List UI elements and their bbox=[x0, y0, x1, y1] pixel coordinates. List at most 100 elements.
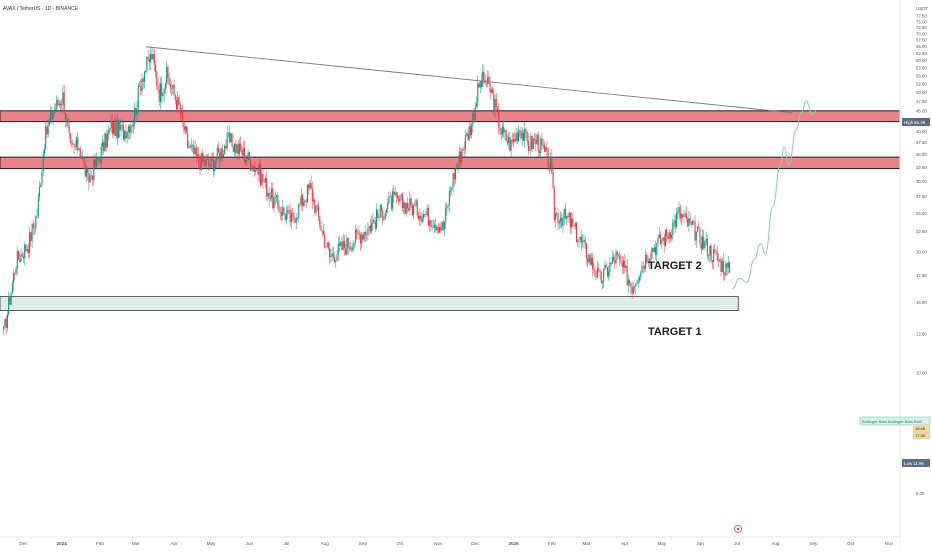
candle-body bbox=[419, 215, 421, 219]
candle-body bbox=[237, 144, 239, 154]
candle-body bbox=[394, 192, 396, 195]
candle-body bbox=[416, 200, 418, 216]
candle-body bbox=[647, 261, 649, 263]
candle-body bbox=[73, 144, 75, 146]
candle-body bbox=[278, 205, 280, 212]
time-tick-labels: Dec 2024 Feb Mar Apr May Jun Jul Aug Sep Oct Nov Dec… bbox=[19, 541, 893, 546]
candle-body bbox=[569, 212, 571, 228]
candle-body bbox=[527, 140, 529, 151]
candle-body bbox=[525, 128, 527, 132]
candle-body bbox=[467, 133, 469, 140]
candle-body bbox=[92, 175, 94, 180]
candle-body bbox=[327, 242, 329, 249]
candle-body bbox=[592, 257, 594, 270]
candle-body bbox=[541, 138, 543, 146]
candle-body bbox=[353, 242, 355, 244]
candle-body bbox=[372, 220, 374, 223]
candle-body bbox=[542, 145, 544, 147]
candle-body bbox=[167, 66, 169, 79]
candle-body bbox=[5, 318, 7, 328]
candle-body bbox=[32, 224, 34, 228]
candle-body bbox=[371, 222, 373, 232]
candle-body bbox=[21, 254, 23, 257]
price-scale[interactable] bbox=[900, 0, 932, 550]
candle-body bbox=[490, 89, 492, 93]
indicator-value-2: 17.80 bbox=[915, 433, 926, 438]
candle-body bbox=[125, 130, 127, 139]
candle-body bbox=[342, 241, 344, 250]
candle-body bbox=[601, 281, 604, 284]
candle-body bbox=[130, 125, 132, 134]
candle-body bbox=[63, 92, 65, 114]
candle-body bbox=[584, 239, 586, 244]
candle-body bbox=[140, 86, 142, 92]
candle-body bbox=[347, 238, 349, 248]
candle-body bbox=[668, 232, 670, 240]
candle-body bbox=[667, 235, 669, 240]
candle-body bbox=[557, 213, 559, 224]
candle-body bbox=[158, 89, 160, 102]
candle-body bbox=[258, 163, 260, 175]
time-tick-label: Dec bbox=[19, 541, 28, 546]
candle-body bbox=[250, 159, 252, 171]
candle-body bbox=[568, 212, 570, 218]
candle-body bbox=[529, 150, 531, 151]
candle-body bbox=[604, 264, 606, 270]
candle-body bbox=[642, 266, 644, 267]
candle-body bbox=[269, 197, 271, 199]
candle-body bbox=[231, 133, 233, 147]
candle-body bbox=[55, 109, 57, 111]
candle-body bbox=[674, 220, 676, 227]
candle-body bbox=[209, 164, 211, 167]
candle-body bbox=[266, 178, 268, 197]
candle-body bbox=[163, 88, 165, 94]
candle-body bbox=[184, 126, 186, 131]
support-zone-layer bbox=[0, 296, 739, 311]
candle-body bbox=[148, 58, 150, 63]
candle-body bbox=[720, 259, 722, 272]
candle-body bbox=[538, 151, 541, 153]
candle-body bbox=[427, 208, 429, 226]
candle-body bbox=[685, 213, 687, 219]
price-tick-label: 15.00 bbox=[916, 300, 927, 305]
candle-body bbox=[426, 208, 428, 216]
price-tick-label: 60.00 bbox=[916, 58, 927, 63]
candle-body bbox=[437, 227, 439, 233]
candle-body bbox=[422, 214, 425, 219]
candle-body bbox=[385, 209, 387, 213]
replay-marker-icon[interactable] bbox=[734, 525, 742, 533]
candle-body bbox=[369, 226, 371, 232]
time-scale[interactable] bbox=[0, 537, 900, 550]
candle-body bbox=[240, 143, 242, 151]
candle-body bbox=[572, 218, 574, 225]
candle-body bbox=[489, 83, 491, 93]
candle-body bbox=[282, 207, 284, 216]
candle-body bbox=[493, 93, 495, 112]
trendline-layer bbox=[145, 46, 793, 114]
resistance-trendline bbox=[145, 46, 793, 114]
candle-body bbox=[562, 218, 564, 226]
indicator-value-2-bg bbox=[913, 432, 930, 439]
candle-body bbox=[721, 260, 723, 272]
candle-body bbox=[706, 238, 708, 257]
candle-body bbox=[680, 214, 683, 219]
candle-body bbox=[79, 148, 81, 157]
candle-body bbox=[648, 258, 650, 262]
candle-body bbox=[462, 148, 464, 151]
price-tick-label: 27.50 bbox=[916, 194, 927, 199]
time-tick-label: Jun bbox=[696, 541, 704, 546]
candle-body bbox=[524, 128, 526, 141]
candle-body bbox=[364, 232, 366, 235]
candle-body bbox=[4, 318, 6, 327]
candle-body bbox=[340, 241, 342, 246]
price-tick-label: 30.00 bbox=[916, 179, 927, 184]
candle-body bbox=[480, 80, 483, 87]
candle-body bbox=[180, 111, 183, 114]
candle-body bbox=[701, 236, 704, 250]
candle-body bbox=[513, 139, 515, 142]
price-tick-label: 22.50 bbox=[916, 229, 927, 234]
candle-body bbox=[25, 244, 27, 251]
candle-body bbox=[93, 159, 95, 180]
